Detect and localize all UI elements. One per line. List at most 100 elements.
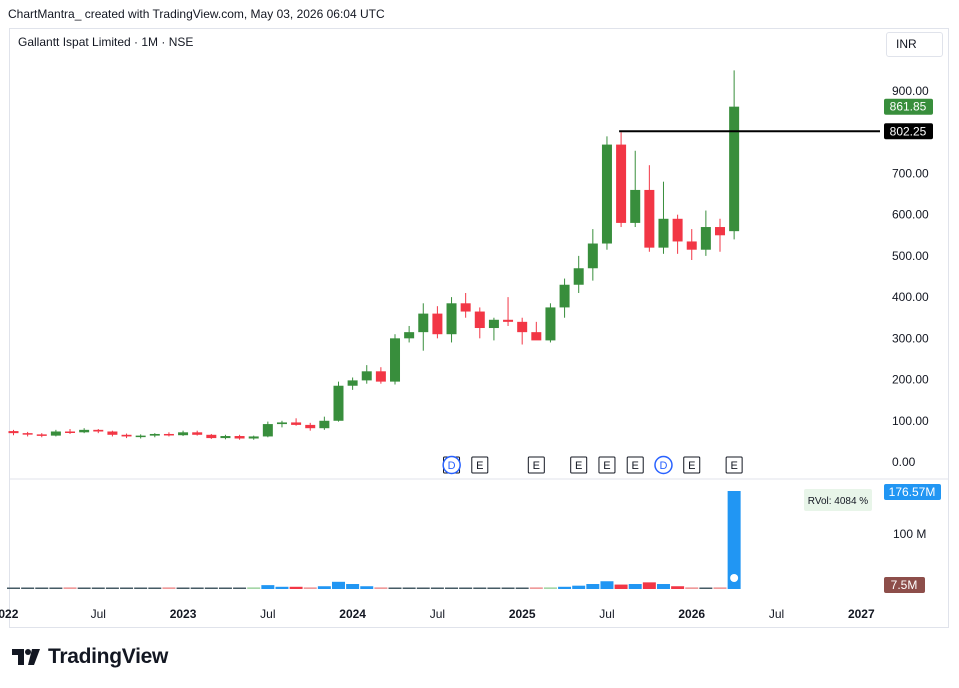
candle-body xyxy=(418,313,429,333)
volume-bar xyxy=(586,584,600,589)
earnings-marker xyxy=(527,456,545,474)
candle-body xyxy=(573,268,584,285)
candle-body xyxy=(149,433,160,436)
volume-avg-tag: 7.5M xyxy=(884,577,925,593)
x-tick-label: 2024 xyxy=(339,607,366,621)
volume-bar xyxy=(430,587,444,589)
volume-bar xyxy=(275,586,289,589)
candle-body xyxy=(93,429,104,432)
event-markers: EDEEEEEDEE xyxy=(442,455,743,475)
tradingview-logo-icon xyxy=(12,649,40,665)
candle-body xyxy=(446,303,457,335)
candle-body xyxy=(22,433,33,435)
event-marker-label: E xyxy=(730,460,737,472)
volume-bar xyxy=(600,581,614,589)
dividend-marker xyxy=(654,455,673,475)
x-tick-label: Jul xyxy=(91,607,106,621)
volume-bar xyxy=(402,587,416,589)
volume-bar xyxy=(487,587,501,589)
volume-bar xyxy=(360,586,374,589)
candles xyxy=(8,70,740,440)
rvol-text: RVol: 4084 % xyxy=(808,496,869,507)
candle-body xyxy=(601,144,612,244)
volume-bar xyxy=(233,587,247,589)
candle-body xyxy=(644,189,655,248)
volume-bar xyxy=(529,587,543,589)
event-marker-label: E xyxy=(476,460,483,472)
chart-frame xyxy=(9,28,949,628)
candle-body xyxy=(333,385,344,421)
candle-body xyxy=(361,371,372,381)
volume-bar xyxy=(331,581,345,589)
y-tick-label: 500.00 xyxy=(892,249,929,263)
volume-bar xyxy=(614,584,628,589)
volume-bar xyxy=(558,586,572,589)
candle-body xyxy=(276,422,287,425)
volume-bar xyxy=(63,587,77,589)
candle-body xyxy=(531,332,542,341)
volume-bar xyxy=(374,587,388,589)
event-marker-label: E xyxy=(533,460,540,472)
y-tick-label: 200.00 xyxy=(892,373,929,387)
volume-bar xyxy=(120,587,134,589)
candle-body xyxy=(715,227,725,236)
volume-bar xyxy=(105,587,119,589)
volume-bar xyxy=(501,587,515,589)
rvol-badge-bg xyxy=(804,489,872,511)
attribution-header: ChartMantra_ created with TradingView.co… xyxy=(8,7,385,21)
volume-last-tag-text: 176.57M xyxy=(889,485,936,499)
candle-body xyxy=(65,431,76,433)
candle-body xyxy=(404,332,415,339)
x-tick-label: 2025 xyxy=(509,607,536,621)
volume-bar xyxy=(572,585,586,589)
earnings-marker xyxy=(683,456,701,474)
y-tick-label: 100.00 xyxy=(892,414,929,428)
event-marker-label: D xyxy=(660,460,668,472)
candle-body xyxy=(8,431,19,434)
currency-button[interactable]: INR xyxy=(886,32,943,57)
x-tick-label: Jul xyxy=(769,607,784,621)
x-tick-label: 2023 xyxy=(170,607,197,621)
y-axis-ticks: 900.00800.00700.00600.00500.00400.00300.… xyxy=(892,84,929,469)
candle-body xyxy=(460,303,471,312)
volume-bar xyxy=(473,587,487,589)
volume-bars xyxy=(7,491,741,589)
volume-last-tag: 176.57M xyxy=(884,484,941,500)
candle-body xyxy=(616,144,627,223)
y-tick-label: 300.00 xyxy=(892,331,929,345)
volume-bar xyxy=(162,587,176,589)
volume-bar xyxy=(671,586,685,589)
candle-body xyxy=(630,189,641,223)
candle-body xyxy=(672,218,683,242)
y-tick-label: 600.00 xyxy=(892,208,929,222)
volume-bar xyxy=(148,587,162,589)
rvol-badge: RVol: 4084 % xyxy=(804,489,872,511)
x-tick-label: 2027 xyxy=(848,607,875,621)
volume-bar xyxy=(317,586,331,589)
volume-avg-tag-bg xyxy=(884,577,925,593)
candle-body xyxy=(375,371,386,382)
volume-bar xyxy=(7,587,20,589)
volume-bar xyxy=(247,587,261,589)
volume-scale-label: 100 M xyxy=(893,527,926,541)
candle-body xyxy=(234,436,245,439)
volume-bar xyxy=(727,491,741,589)
candle-body xyxy=(220,436,231,439)
tradingview-logo[interactable]: TradingView xyxy=(12,645,168,669)
candle-body xyxy=(729,106,740,232)
earnings-marker xyxy=(626,456,644,474)
volume-bar xyxy=(303,587,317,589)
candle-body xyxy=(248,436,259,439)
volume-bar xyxy=(543,587,557,589)
candle-body xyxy=(517,321,528,333)
candle-body xyxy=(347,380,358,386)
volume-bar xyxy=(656,584,670,589)
volume-bar xyxy=(91,587,105,589)
candle-body xyxy=(488,319,499,329)
volume-bar xyxy=(515,587,529,589)
level-price-tag-text: 802.25 xyxy=(890,124,927,138)
volume-bar xyxy=(204,587,218,589)
level-price-tag-bg xyxy=(884,123,933,140)
y-tick-label: 900.00 xyxy=(892,84,929,98)
